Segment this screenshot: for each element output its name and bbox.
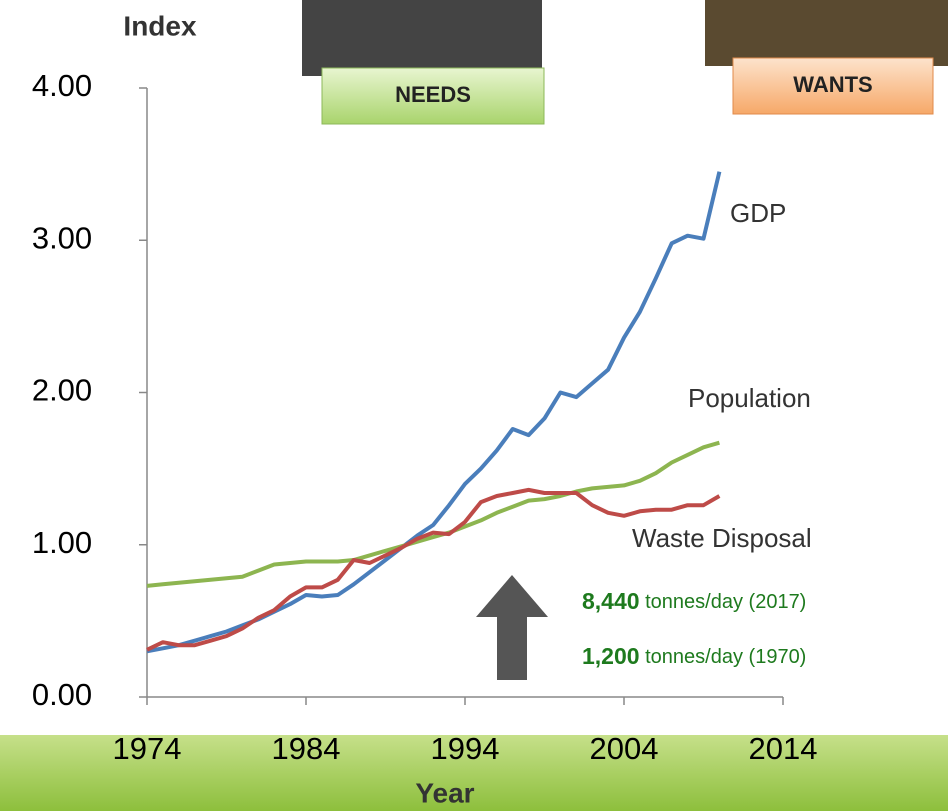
annotation-text: tonnes/day (1970)	[645, 646, 806, 668]
annotation: 8,440 tonnes/day (2017)	[582, 588, 806, 614]
annotation-text: tonnes/day (2017)	[645, 591, 806, 613]
annotation-value: 1,200	[582, 643, 640, 669]
page: {"chart_data": { "type": "line", "y_axis…	[0, 0, 948, 811]
y-axis-title: Index	[123, 10, 197, 41]
series-label: Population	[688, 383, 811, 413]
arrow	[476, 575, 548, 680]
x-tick-label: 2004	[590, 731, 659, 766]
needs-photo	[302, 0, 542, 76]
x-tick-label: 1994	[431, 731, 500, 766]
x-tick-label: 1984	[272, 731, 341, 766]
series-label: Waste Disposal	[632, 523, 812, 553]
needs-label: NEEDS	[395, 82, 471, 107]
chart: NEEDS WANTS Index Year 0.00 1.00 2.00 3.00 4…	[0, 0, 948, 811]
wants-label: WANTS	[793, 72, 872, 97]
y-tick-label: 4.00	[32, 68, 92, 103]
series-line	[147, 490, 719, 650]
y-tick-label: 0.00	[32, 677, 92, 712]
series-label: GDP	[730, 198, 786, 228]
x-axis-title: Year	[415, 777, 474, 808]
y-tick-label: 2.00	[32, 373, 92, 408]
x-tick-label: 1974	[113, 731, 182, 766]
annotation: 1,200 tonnes/day (1970)	[582, 643, 806, 669]
annotation-value: 8,440	[582, 588, 640, 614]
y-tick-label: 1.00	[32, 525, 92, 560]
wants-photo	[705, 0, 948, 66]
y-tick-label: 3.00	[32, 220, 92, 255]
x-tick-label: 2014	[749, 731, 818, 766]
